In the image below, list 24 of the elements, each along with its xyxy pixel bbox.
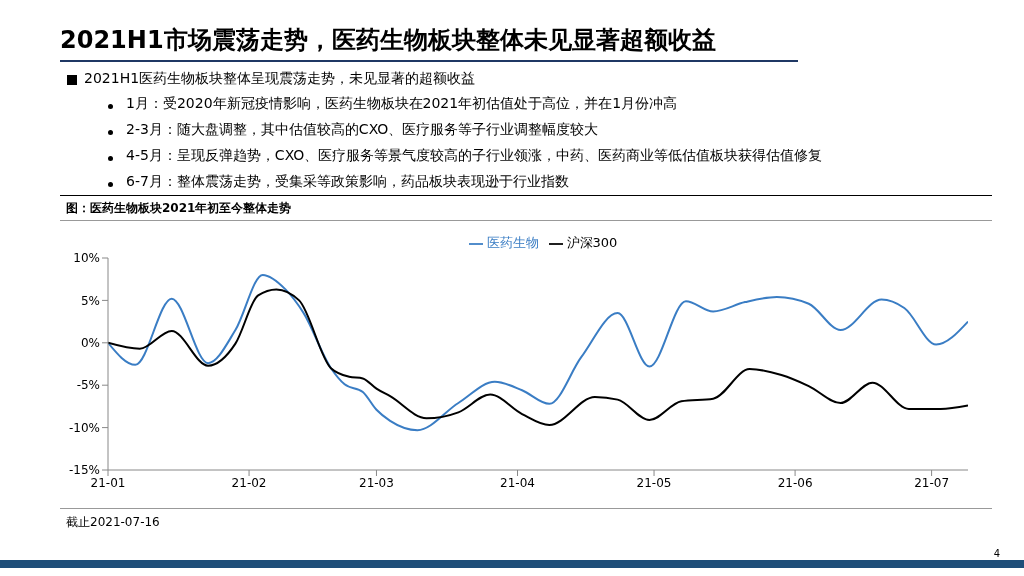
y-tick-label: -10% xyxy=(68,420,100,435)
y-tick-label: 5% xyxy=(80,293,100,308)
text: 4 xyxy=(993,548,1000,559)
legend-label: 沪深300 xyxy=(566,235,618,250)
text: 图：医药生物板块2021年初至今整体走势 xyxy=(66,200,292,217)
y-tick-label: 10% xyxy=(73,251,100,266)
x-tick-label: 21-04 xyxy=(500,475,535,490)
y-tick-label: 0% xyxy=(80,336,100,351)
text: 2-3月：随大盘调整，其中估值较高的CXO、医疗服务等子行业调整幅度较大 xyxy=(126,121,599,139)
y-tick-label: -5% xyxy=(76,378,100,393)
legend-label: 医药生物 xyxy=(486,235,539,250)
y-tick-label: -15% xyxy=(68,463,100,478)
x-tick-label: 21-01 xyxy=(90,475,126,490)
x-tick-label: 21-07 xyxy=(914,475,950,490)
x-tick-label: 21-03 xyxy=(359,475,394,490)
text: 4-5月：呈现反弹趋势，CXO、医疗服务等景气度较高的子行业领涨，中药、医药商业等低估值板块获得估值修复 xyxy=(126,147,823,165)
chart-title: 2021H1市场震荡走势，医药生物板块整体未见显著超额收益 xyxy=(60,24,798,62)
x-tick-label: 21-05 xyxy=(636,475,672,490)
x-tick-label: 21-06 xyxy=(777,475,813,490)
text: 1月：受2020年新冠疫情影响，医药生物板块在2021年初估值处于高位，并在1月份冲高 xyxy=(126,95,678,113)
x-tick-label: 21-02 xyxy=(231,475,267,490)
chart-subtitle: 2021H1医药生物板块整体呈现震荡走势，未见显著的超额收益 xyxy=(84,70,476,88)
text: 6-7月：整体震荡走势，受集采等政策影响，药品板块表现逊于行业指数 xyxy=(126,173,569,191)
text: 截止2021-07-16 xyxy=(66,514,160,531)
